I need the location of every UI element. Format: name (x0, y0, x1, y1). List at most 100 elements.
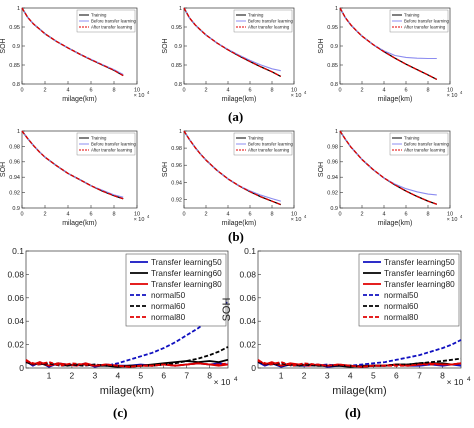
x-tick-label: 6 (404, 212, 407, 218)
y-tick-label: 0.06 (239, 293, 256, 303)
x-tick-label: 4 (66, 212, 69, 218)
y-axis-label: SOH (162, 162, 169, 177)
legend-label: normal50 (384, 291, 419, 300)
y-axis-label: SOH (0, 38, 7, 53)
y-tick-label: 0.92 (9, 191, 20, 197)
y-tick-label: 0.9 (12, 206, 20, 212)
x-axis-label: milage(km) (378, 96, 413, 103)
legend-label: Transfer learning80 (151, 280, 222, 289)
legend-label: normal60 (384, 302, 419, 311)
y-axis-label: SOH (318, 162, 325, 177)
x-multiplier-label: × 10 (134, 93, 145, 99)
legend-label: Transfer learning50 (151, 258, 222, 267)
x-tick-label: 4 (66, 88, 69, 94)
legend-label: Training (248, 13, 264, 18)
x-tick-label: 6 (248, 88, 251, 94)
x-multiplier-label: × 10 (291, 217, 302, 223)
x-axis-label: milage(km) (100, 385, 154, 397)
legend-box (389, 9, 449, 33)
x-axis-label: milage(km) (62, 96, 97, 103)
legend-label: normal50 (151, 291, 186, 300)
legend-box (358, 253, 460, 327)
legend-box (76, 9, 136, 33)
x-axis-label: milage(km) (62, 220, 97, 227)
x-tick-label: 8 (426, 212, 429, 218)
x-tick-label: 3 (325, 371, 330, 381)
legend-box (233, 132, 293, 156)
y-axis-label: SOH (221, 298, 233, 322)
y-tick-label: 0.85 (171, 63, 182, 69)
x-tick-label: 5 (371, 371, 376, 381)
y-axis-label: SOH (0, 162, 7, 177)
legend-label: Transfer learning50 (384, 258, 455, 267)
x-multiplier-exponent: 4 (304, 214, 307, 219)
x-multiplier-label: × 10 (291, 93, 302, 99)
x-axis-label: milage(km) (332, 385, 386, 397)
x-tick-label: 1 (47, 371, 52, 381)
legend-label: After transfer learning (91, 25, 133, 30)
legend-label: Before transfer learning (91, 142, 137, 147)
x-multiplier-exponent: 4 (460, 214, 463, 219)
x-multiplier-exponent: 4 (147, 90, 150, 95)
x-tick-label: 4 (382, 212, 385, 218)
legend-label: Training (91, 13, 107, 18)
x-multiplier-label: × 10 (447, 217, 458, 223)
legend-label: After transfer learning (404, 25, 446, 30)
x-tick-label: 0 (182, 212, 185, 218)
x-tick-label: 4 (115, 371, 120, 381)
x-tick-label: 6 (248, 212, 251, 218)
legend-label: normal60 (151, 302, 186, 311)
legend-label: normal80 (151, 313, 186, 322)
legend-label: Transfer learning80 (384, 280, 455, 289)
x-tick-label: 4 (348, 371, 353, 381)
y-axis-label: SOH (0, 298, 1, 322)
x-tick-label: 3 (92, 371, 97, 381)
y-tick-label: 0.95 (171, 25, 182, 31)
x-multiplier-label: × 10 (447, 93, 458, 99)
legend-label: Training (91, 136, 107, 141)
series-line-after-transfer-learning (21, 7, 124, 77)
x-tick-label: 1 (279, 371, 284, 381)
x-tick-label: 8 (112, 88, 115, 94)
y-axis-label: SOH (162, 38, 169, 53)
legend-box (389, 132, 449, 156)
y-tick-label: 0.8 (12, 82, 20, 88)
y-tick-label: 1 (17, 6, 20, 12)
y-tick-label: 0.98 (9, 144, 20, 150)
x-tick-label: 2 (204, 88, 207, 94)
legend-label: normal80 (384, 313, 419, 322)
x-tick-label: 2 (70, 371, 75, 381)
y-tick-label: 0.98 (171, 146, 182, 152)
x-tick-label: 10 (447, 88, 453, 94)
x-tick-label: 0 (182, 88, 185, 94)
y-tick-label: 0.8 (330, 82, 338, 88)
x-tick-label: 8 (270, 88, 273, 94)
x-multiplier-exponent: 4 (304, 90, 307, 95)
y-tick-label: 0.96 (171, 163, 182, 169)
y-tick-label: 0.02 (239, 340, 256, 350)
y-tick-label: 0.04 (7, 316, 24, 326)
series-line-normal50 (257, 339, 462, 367)
legend-box (125, 253, 227, 327)
y-tick-label: 0 (251, 363, 256, 373)
y-tick-label: 0.08 (239, 269, 256, 279)
series-line-normal50 (25, 300, 229, 367)
y-tick-label: 0.98 (327, 144, 338, 150)
legend-label: Training (404, 136, 420, 141)
x-tick-label: 6 (404, 88, 407, 94)
x-tick-label: 8 (207, 371, 212, 381)
x-multiplier-label: × 10 (134, 217, 145, 223)
y-tick-label: 0.9 (12, 44, 20, 50)
x-tick-label: 2 (360, 212, 363, 218)
y-tick-label: 0.85 (9, 63, 20, 69)
x-tick-label: 8 (270, 212, 273, 218)
x-tick-label: 10 (291, 88, 297, 94)
x-multiplier-exponent: 4 (460, 90, 463, 95)
